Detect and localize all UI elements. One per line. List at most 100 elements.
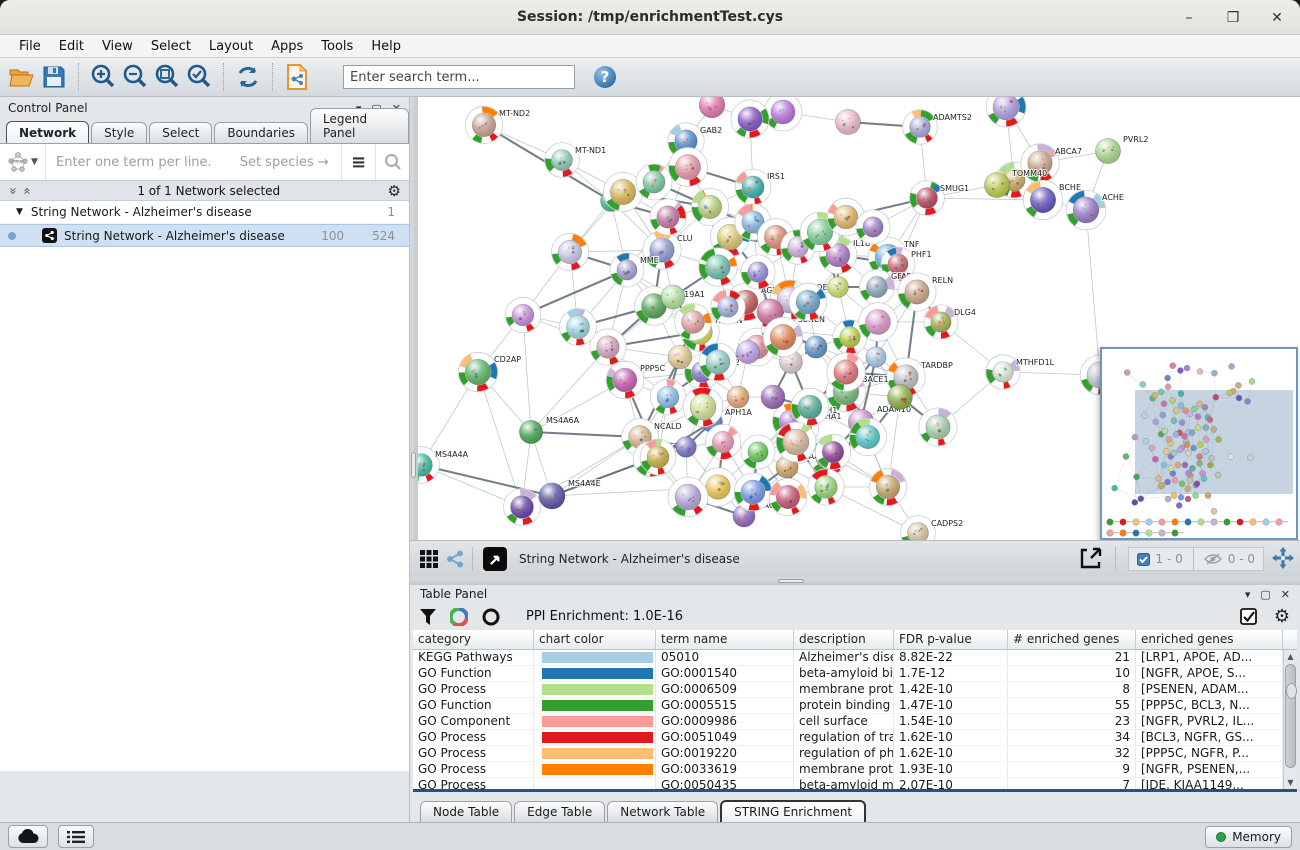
scrollbar-thumb[interactable] — [1285, 664, 1297, 768]
save-session-icon[interactable] — [38, 61, 70, 93]
network-node-smug1[interactable]: SMUG1 — [909, 180, 970, 216]
maximize-button[interactable]: ❒ — [1226, 9, 1240, 26]
tab-network[interactable]: Network — [6, 121, 90, 143]
export-network-icon[interactable] — [1079, 546, 1103, 573]
column-header-fdr-p-value[interactable]: FDR p-value — [894, 630, 1008, 649]
network-node[interactable] — [788, 282, 828, 322]
column-header-enriched-genes[interactable]: # enriched genes — [1008, 630, 1136, 649]
network-node[interactable] — [559, 308, 597, 346]
birds-eye-toggle-icon[interactable] — [1272, 546, 1294, 572]
birds-eye-view[interactable] — [1100, 347, 1298, 540]
tab-legend-panel[interactable]: Legend Panel — [310, 108, 409, 143]
network-node[interactable] — [710, 289, 746, 325]
network-view[interactable]: MT-ND2MT-ND1VSNL1GAB2IRS1CLUIL1BTNFCHATA… — [418, 97, 1300, 540]
network-node[interactable] — [635, 163, 673, 201]
table-row[interactable]: GO Component GO:0009986 cell surface 1.54E-… — [413, 714, 1297, 730]
network-node-mthfd1l[interactable]: MTHFD1L — [985, 354, 1056, 390]
network-node[interactable] — [649, 198, 687, 236]
network-node[interactable] — [814, 433, 852, 471]
network-node-irs1[interactable]: IRS1 — [734, 168, 786, 206]
network-node[interactable] — [768, 477, 808, 517]
network-node[interactable] — [858, 302, 898, 342]
network-node[interactable] — [639, 438, 677, 476]
help-icon[interactable]: ? — [589, 61, 621, 93]
network-node-ms4a4a[interactable]: MS4A4A — [418, 446, 470, 484]
ring-chart-icon[interactable] — [482, 608, 500, 626]
tab-network-table[interactable]: Network Table — [607, 801, 719, 822]
table-row[interactable]: GO Process GO:0033619 membrane prot... 1.93… — [413, 762, 1297, 778]
table-panel-menu-icon[interactable]: ▾ — [1244, 587, 1251, 601]
grid-view-icon[interactable] — [416, 543, 442, 575]
table-scrollbar[interactable]: ▲ ▼ — [1283, 650, 1297, 789]
enrichment-settings-gear-icon[interactable]: ⚙ — [1273, 606, 1290, 627]
network-node[interactable] — [674, 303, 712, 341]
column-header-chart-color[interactable]: chart color — [534, 630, 656, 649]
refresh-icon[interactable] — [232, 61, 264, 93]
tab-edge-table[interactable]: Edge Table — [514, 801, 606, 822]
import-network-icon[interactable] — [281, 61, 313, 93]
network-collection-row[interactable]: ▼ String Network - Alzheimer's disease 1 — [0, 201, 409, 224]
filter-icon[interactable] — [420, 608, 436, 625]
menu-layout[interactable]: Layout — [208, 38, 254, 54]
menu-file[interactable]: File — [19, 38, 41, 54]
scroll-up-icon[interactable]: ▲ — [1287, 652, 1294, 661]
expand-all-icon[interactable]: « — [18, 186, 34, 195]
network-node-mt-nd2[interactable]: MT-ND2 — [464, 105, 531, 145]
network-node[interactable] — [668, 147, 708, 187]
share-network-icon[interactable] — [442, 543, 468, 575]
network-node[interactable] — [730, 99, 770, 139]
collapse-all-icon[interactable]: » — [4, 186, 20, 195]
network-node[interactable] — [832, 319, 868, 355]
network-node-cadps2[interactable]: CADPS2 — [900, 515, 964, 540]
network-node[interactable] — [887, 384, 913, 410]
network-canvas[interactable]: MT-ND2MT-ND1VSNL1GAB2IRS1CLUIL1BTNFCHATA… — [418, 97, 1300, 540]
string-search-icon[interactable] — [375, 144, 409, 180]
network-node-mme[interactable]: MME — [609, 252, 660, 288]
network-node[interactable] — [865, 346, 887, 368]
network-node-bche[interactable]: BCHE — [1022, 179, 1082, 221]
tab-style[interactable]: Style — [91, 122, 148, 143]
open-in-string-icon[interactable] — [483, 547, 507, 571]
string-query-placeholder[interactable]: Enter one term per line. — [56, 154, 212, 170]
table-float-icon[interactable]: ▢ — [1260, 587, 1271, 601]
column-header-category[interactable]: category — [413, 630, 534, 649]
network-node[interactable] — [675, 436, 697, 458]
network-node[interactable] — [985, 97, 1027, 128]
network-node[interactable] — [807, 468, 845, 506]
network-node-abca7[interactable]: ABCA7 — [1020, 143, 1083, 183]
network-row-selected[interactable]: String Network - Alzheimer's disease 100… — [0, 224, 409, 247]
network-options-gear-icon[interactable]: ⚙ — [387, 181, 401, 200]
network-node[interactable] — [762, 316, 804, 358]
network-node[interactable] — [827, 276, 849, 298]
table-close-icon[interactable]: ✕ — [1280, 587, 1290, 601]
network-node[interactable] — [826, 197, 866, 237]
network-node-reln[interactable]: RELN — [897, 272, 954, 312]
task-list-button[interactable] — [58, 825, 94, 848]
network-node[interactable] — [550, 232, 590, 272]
network-node-ache[interactable]: ACHE — [1065, 189, 1125, 231]
network-node[interactable] — [602, 171, 644, 213]
tab-string-enrichment[interactable]: STRING Enrichment — [720, 800, 867, 822]
close-button[interactable]: ✕ — [1271, 9, 1283, 26]
string-logo[interactable]: STRING ▼ — [0, 144, 46, 180]
open-session-icon[interactable] — [6, 61, 38, 93]
network-node[interactable] — [848, 417, 888, 457]
collapse-arrow-icon[interactable]: ▼ — [16, 207, 23, 217]
network-node-ms4a6a[interactable]: MS4A6A — [519, 415, 581, 444]
column-header-enriched-genes[interactable]: enriched genes — [1136, 630, 1283, 649]
network-node[interactable] — [503, 488, 541, 526]
table-row[interactable]: GO Function GO:0005515 protein binding 1.47… — [413, 698, 1297, 714]
network-node[interactable] — [918, 407, 958, 447]
menu-edit[interactable]: Edit — [58, 38, 84, 54]
vertical-splitter[interactable] — [410, 97, 418, 585]
memory-button[interactable]: Memory — [1205, 825, 1292, 848]
donut-chart-icon[interactable] — [450, 607, 468, 626]
network-node-tomm40[interactable]: TOMM40 — [984, 168, 1048, 198]
select-all-checkbox-icon[interactable] — [1239, 607, 1258, 626]
zoom-fit-icon[interactable] — [151, 61, 183, 93]
hidden-eye-icon[interactable] — [1203, 553, 1222, 565]
network-node[interactable] — [589, 328, 627, 366]
